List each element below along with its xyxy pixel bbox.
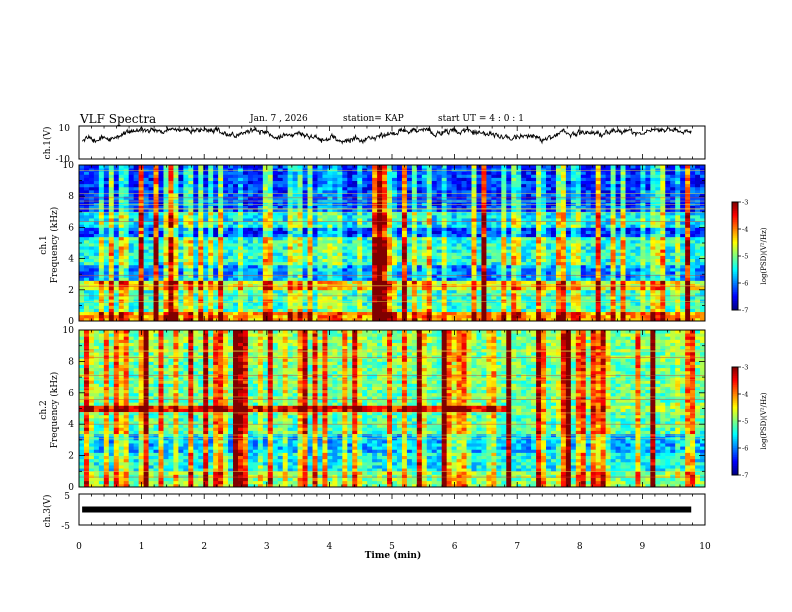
time-tick-6: 6 (452, 542, 458, 552)
ch2-spectrogram-cells (79, 330, 706, 488)
ch1-waveform-ytick-top: 10 (59, 124, 71, 134)
time-tick-10: 10 (699, 542, 711, 552)
x-axis-label: Time (min) (365, 550, 422, 561)
ch2-spec-ylabel-line1: ch.2 (39, 400, 49, 419)
time-tick-8: 8 (577, 542, 583, 552)
chart-title: VLF Spectra (80, 112, 157, 126)
ch2-colorbar-gradient (732, 367, 738, 476)
time-tick-7: 7 (514, 542, 520, 552)
ch1-colorbar-tick--7: -7 (742, 307, 748, 315)
chart-date: Jan. 7 , 2026 (250, 114, 308, 124)
ch1-colorbar-gradient (732, 202, 738, 311)
time-tick-2: 2 (201, 542, 207, 552)
ch1-spectrogram-cells (79, 165, 706, 322)
chart-station: station= KAP (343, 114, 404, 124)
ch2-colorbar-tick--4: -4 (742, 391, 748, 399)
ch1-colorbar-tick--5: -5 (742, 253, 748, 261)
ch1-spectrogram-ytick-4: 4 (68, 255, 74, 265)
ch1-waveform-ylabel: ch.1(V) (42, 127, 53, 160)
ch2-spectrogram-ytick-0: 0 (68, 483, 74, 493)
chart-start-time: start UT = 4 : 0 : 1 (438, 114, 524, 124)
ch1-spectrogram-panel: 0 2 4 6 8 10 (63, 161, 706, 327)
ch1-colorbar-label: log(PSD)(V²/Hz) (760, 227, 768, 284)
ch3-waveform-ytick-top: 5 (64, 492, 70, 502)
time-axis: 0 1 2 3 4 5 6 7 8 9 10 (76, 542, 711, 552)
ch1-waveform-panel (78, 125, 706, 160)
ch3-waveform-trace (82, 506, 692, 513)
ch2-spectrogram-panel: 0 2 4 6 8 10 (63, 326, 706, 493)
time-tick-0: 0 (76, 542, 82, 552)
ch1-colorbar: -3 -4 -5 -6 -7 (731, 199, 748, 315)
ch1-colorbar-tick--3: -3 (742, 199, 748, 207)
ch2-colorbar-label: log(PSD)(V²/Hz) (760, 392, 768, 449)
time-tick-1: 1 (139, 542, 145, 552)
ch1-spectrogram-ytick-0: 0 (68, 317, 74, 327)
ch2-spectrogram-ytick-10: 10 (63, 326, 75, 336)
ch1-waveform-ytick-bottom: -10 (56, 155, 71, 165)
ch2-spectrogram-ytick-2: 2 (68, 452, 74, 462)
time-tick-9: 9 (640, 542, 646, 552)
ch1-spectrogram-ytick-6: 6 (68, 223, 74, 233)
ch2-colorbar-tick--7: -7 (742, 472, 748, 480)
ch1-spec-ylabel-line1: ch.1 (39, 235, 49, 254)
ch1-spec-ylabel-line2: Frequency (kHz) (49, 207, 60, 284)
ch3-waveform-panel (78, 493, 706, 526)
ch2-colorbar-tick--6: -6 (742, 445, 748, 453)
ch1-colorbar-tick--4: -4 (742, 226, 748, 234)
ch1-spectrogram-ytick-10: 10 (63, 161, 75, 171)
time-tick-4: 4 (327, 542, 333, 552)
time-tick-5: 5 (389, 542, 395, 552)
ch2-spec-ylabel-line2: Frequency (kHz) (49, 372, 60, 449)
ch2-colorbar-tick--3: -3 (742, 364, 748, 372)
ch2-spectrogram-ytick-6: 6 (68, 389, 74, 399)
ch2-spectrogram-ytick-8: 8 (68, 357, 74, 367)
ch2-colorbar: -3 -4 -5 -6 -7 (731, 364, 748, 480)
ch2-colorbar-tick--5: -5 (742, 418, 748, 426)
ch1-waveform-trace (81, 126, 692, 145)
ch1-spectrogram-ytick-2: 2 (68, 286, 74, 296)
ch3-waveform-ytick-bottom: -5 (61, 522, 70, 532)
time-tick-3: 3 (264, 542, 270, 552)
ch3-waveform-ylabel: ch.3(V) (42, 495, 53, 528)
ch2-spectrogram-ytick-4: 4 (68, 420, 74, 430)
ch1-spectrogram-ytick-8: 8 (68, 192, 74, 202)
ch1-colorbar-tick--6: -6 (742, 280, 748, 288)
